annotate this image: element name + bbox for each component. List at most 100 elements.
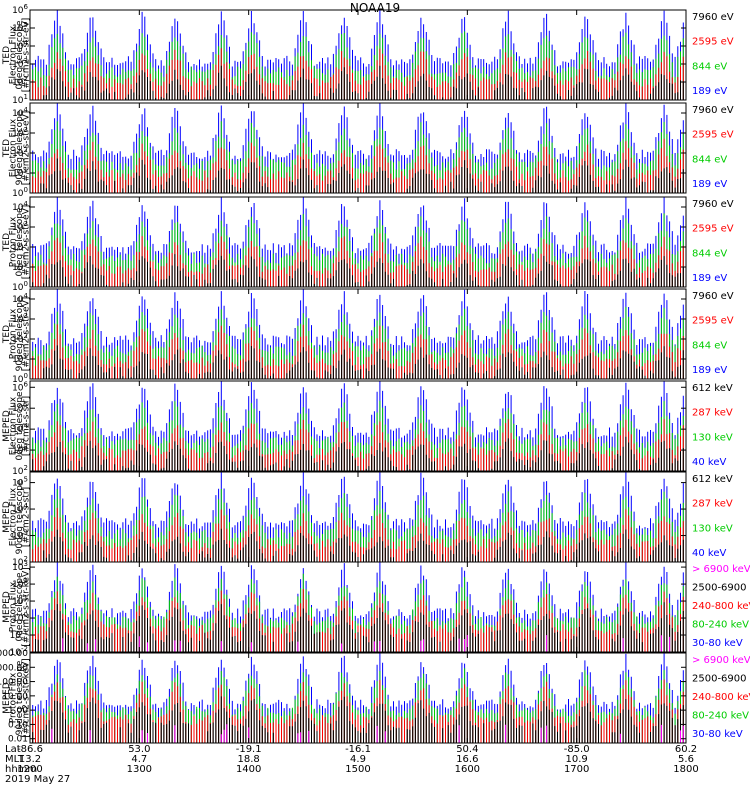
y-axis-label: 90deg telescope — [15, 110, 25, 185]
y-tick-label: 102 — [12, 146, 28, 159]
x-tick-label: 5.6 — [678, 754, 694, 765]
y-tick-label: 10-2 — [10, 645, 28, 658]
x-row-label: Lat — [5, 744, 21, 755]
legend-entry: 844 eV — [692, 154, 727, 165]
legend-entry: 80-240 keV — [692, 711, 749, 722]
y-axis-label: 90deg telescope — [15, 479, 25, 554]
legend-entry: 2595 eV — [692, 130, 734, 141]
x-tick-label: 18.8 — [238, 754, 260, 765]
y-tick-label: 102 — [12, 464, 28, 477]
x-tick-label: -19.1 — [236, 744, 262, 755]
y-axis-label: TED — [2, 325, 12, 344]
legend-entry: 189 eV — [692, 86, 727, 97]
y-tick-label: 104 — [12, 106, 28, 119]
legend-entry: > 6900 keV — [692, 655, 750, 666]
y-axis-label: TED — [2, 46, 12, 65]
y-tick-label: 100 — [12, 611, 28, 624]
y-axis-label: [#/cm2-s-str-eV] — [22, 111, 32, 186]
y-tick-label: 102 — [12, 577, 28, 590]
legend-entry: 189 eV — [692, 273, 727, 284]
y-tick-label: 102 — [12, 332, 28, 345]
legend-entry: 2500-6900 — [692, 674, 747, 685]
y-axis-label: Electron Flux — [9, 487, 19, 546]
y-axis-label: 0deg telescope — [15, 207, 25, 277]
y-axis-label: [#/cm2-s-str] — [22, 396, 32, 456]
legend-entry: 189 eV — [692, 179, 727, 190]
y-tick-label: 100.00 — [0, 678, 28, 688]
legend-entry: 2500-6900 — [692, 583, 747, 594]
y-tick-label: 105 — [12, 476, 28, 489]
legend-entry: 7960 eV — [692, 105, 734, 116]
x-tick-label: 10.9 — [566, 754, 588, 765]
series-trace — [35, 602, 687, 652]
y-tick-label: 103 — [12, 312, 28, 325]
chart-title: NOAA19 — [349, 1, 401, 15]
legend-entry: 612 keV — [692, 383, 733, 394]
y-axis-label: TED — [2, 233, 12, 252]
y-tick-label: 102 — [12, 240, 28, 253]
x-tick-label: -85.0 — [564, 744, 590, 755]
y-tick-label: 101 — [12, 594, 28, 607]
y-tick-label: 102 — [12, 555, 28, 568]
y-axis-label: MEPED — [2, 410, 12, 442]
x-tick-label: 1600 — [455, 764, 480, 775]
y-tick-label: 10000.00 — [0, 649, 28, 659]
y-tick-label: 101 — [12, 166, 28, 179]
legend-entry: 240-800 keV — [692, 692, 750, 703]
legend-entry: 844 eV — [692, 248, 727, 259]
x-tick-label: 60.2 — [675, 744, 697, 755]
x-tick-label: -16.1 — [345, 744, 371, 755]
x-row-label: MLT — [5, 754, 25, 765]
y-tick-label: 103 — [12, 560, 28, 573]
legend-entry: 189 eV — [692, 365, 727, 376]
legend-entry: 2595 eV — [692, 316, 734, 327]
y-tick-label: 106 — [12, 3, 28, 16]
x-tick-label: 1500 — [345, 764, 370, 775]
y-axis-label: [#/cm2-s-str-keV] — [22, 658, 32, 737]
y-tick-label: 104 — [12, 502, 28, 515]
y-axis-label: Proton Flux — [9, 672, 19, 723]
series-trace — [43, 345, 687, 379]
y-tick-label: 10-1 — [10, 628, 28, 641]
legend-entry: 2595 eV — [692, 37, 734, 48]
y-tick-label: 103 — [12, 126, 28, 139]
legend-entry: 7960 eV — [692, 12, 734, 23]
legend-entry: 287 keV — [692, 408, 733, 419]
series-trace — [62, 635, 687, 652]
y-tick-label: 106 — [12, 380, 28, 393]
y-axis-label: 90deg telescope — [15, 660, 25, 735]
y-axis-label: Electron Flux — [9, 396, 19, 455]
x-tick-label: 4.7 — [131, 754, 147, 765]
legend-entry: 844 eV — [692, 340, 727, 351]
legend-entry: 130 keV — [692, 432, 733, 443]
y-tick-label: 104 — [12, 200, 28, 213]
y-axis-label: [#/cm2-s-str-keV] — [22, 567, 32, 646]
legend-entry: 7960 eV — [692, 291, 734, 302]
x-tick-label: 13.2 — [19, 754, 41, 765]
legend-entry: 7960 eV — [692, 199, 734, 210]
y-tick-label: 103 — [12, 220, 28, 233]
series-trace — [51, 724, 687, 743]
y-tick-label: 105 — [12, 401, 28, 414]
y-axis-label: 0deg telescope — [15, 20, 25, 90]
y-tick-label: 101 — [12, 352, 28, 365]
y-axis-label: MEPED — [2, 591, 12, 623]
y-tick-label: 103 — [12, 529, 28, 542]
x-row-label: hhmm — [5, 764, 37, 775]
legend-entry: 240-800 keV — [692, 601, 750, 612]
legend-entry: 612 keV — [692, 474, 733, 485]
y-axis-label: Proton Flux — [9, 216, 19, 267]
series-trace — [43, 527, 687, 562]
legend-entry: 40 keV — [692, 457, 726, 468]
panel-8: 0.01 0.10 1.00 10.00 100.00 1000.00 10000.00 ME… — [0, 649, 750, 745]
y-axis-label: [#/cm2-s-str-eV] — [22, 18, 32, 93]
y-axis-label: Electron Flux — [9, 25, 19, 84]
y-tick-label: 103 — [12, 443, 28, 456]
y-axis-label: MEPED — [2, 682, 12, 714]
